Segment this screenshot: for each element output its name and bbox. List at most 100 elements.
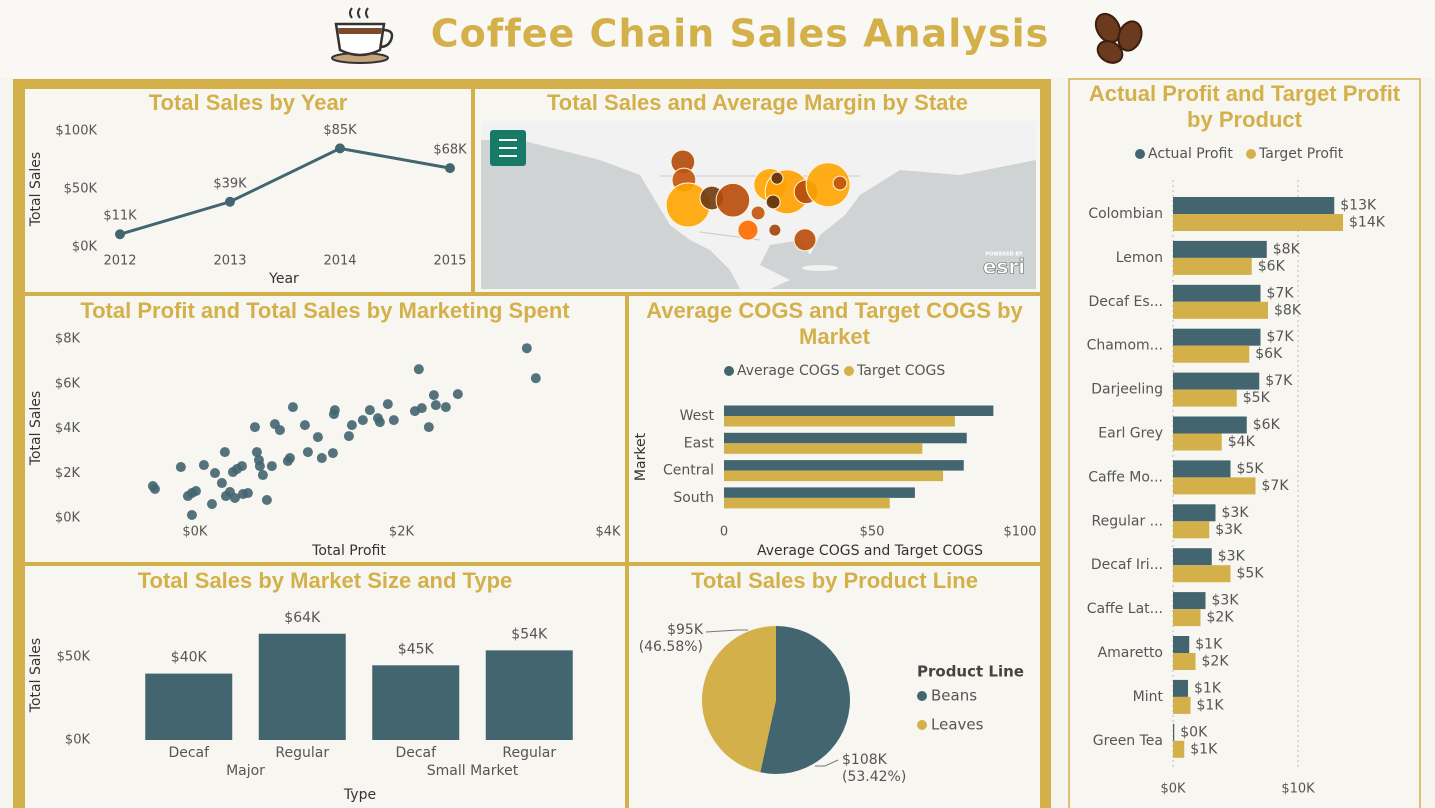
state-bubble [715,182,751,218]
y-tick-label: Amaretto [1098,645,1163,661]
state-bubble [805,162,851,208]
x-tick-label: 2014 [323,254,356,269]
pie-slice [760,626,850,774]
state-bubble [793,228,817,252]
state-bubble [750,205,766,221]
bar [724,405,994,416]
data-label: $6K [1253,417,1281,433]
y-tick-label: South [673,490,714,506]
legend-marker [724,366,734,376]
point [430,400,441,411]
y-tick-label: Decaf Es... [1088,294,1163,310]
data-label: $40K [171,650,208,666]
y-tick-label: $50K [64,182,98,197]
point [445,163,455,174]
x-tick-label: 0 [720,525,728,540]
point [382,399,393,410]
bar [1173,565,1231,583]
map-menu-button[interactable] [490,130,526,166]
point [388,415,399,426]
map-attribution-note: POWERED BY [985,252,1023,258]
data-label: $3K [1218,549,1246,565]
y-axis-title: Market [633,432,649,481]
bar [1173,284,1261,302]
point [242,488,253,499]
y-tick-label: $2K [55,466,81,481]
data-label: $6K [1258,258,1286,274]
y-tick-label: Decaf Iri... [1091,557,1163,573]
bar [724,460,964,471]
data-label: $11K [103,209,137,224]
point [219,447,230,458]
point [209,468,220,479]
bar [724,470,944,482]
bar [1173,679,1188,697]
data-label: $7K [1265,373,1293,389]
bar [1173,548,1212,566]
percent-label: (53.42%) [842,769,906,785]
x-tick-label: Decaf [395,745,437,761]
bar [1173,636,1190,653]
bar [145,673,233,740]
bar [1173,609,1201,627]
point [452,389,463,400]
x-tick-label: $4K [595,525,621,540]
data-label: $13K [1340,198,1377,214]
point [229,493,240,504]
x-tick-label: 2012 [103,254,136,269]
y-tick-label: $0K [55,511,81,526]
point [284,453,295,464]
data-label: $68K [433,143,467,158]
y-tick-label: $4K [55,421,81,436]
data-label: $54K [511,626,548,642]
x-tick-label: $100 [1003,525,1036,540]
bar [1173,504,1216,522]
point [225,196,235,207]
bar [724,416,955,427]
legend-marker [917,720,927,730]
point [530,373,541,384]
state-bubble [770,171,784,185]
y-tick-label: Mint [1133,689,1164,705]
data-label: $6K [1255,346,1283,362]
state-bubble [768,223,782,237]
y-axis-title: Total Sales [28,638,44,713]
data-label: $1K [1194,680,1222,696]
bar [1173,257,1252,275]
point [364,405,375,416]
point [249,422,260,433]
panel-title: Total Sales by Product Line [691,568,978,593]
point [149,484,160,495]
pie-slice [701,626,776,773]
point [329,405,340,416]
legend-title: Product Line [917,663,1024,681]
point [299,420,310,431]
point [175,462,186,473]
data-label: $3K [1222,505,1250,521]
point [327,448,338,459]
y-tick-label: East [684,435,715,451]
data-label: $1K [1197,697,1225,713]
bar [1173,197,1335,214]
bar [724,432,967,444]
legend-marker [917,691,927,701]
legend-label: Target Profit [1258,146,1344,162]
data-label: $8K [1274,302,1302,318]
bar [1173,328,1261,346]
point [216,478,227,489]
y-tick-label: Caffe Lat... [1087,601,1163,617]
point [413,364,424,375]
point [190,486,201,497]
legend-label: Average COGS [737,363,840,379]
point [416,403,427,414]
point [343,431,354,442]
legend-label: Leaves [931,716,984,734]
point [521,343,532,354]
x-tick-label: Regular [502,745,556,761]
leader-line [705,629,748,633]
x-tick-label: 2013 [213,254,246,269]
data-label: $95K [667,622,704,638]
coffee-beans-icon [1094,12,1143,64]
data-label: $7K [1267,285,1295,301]
